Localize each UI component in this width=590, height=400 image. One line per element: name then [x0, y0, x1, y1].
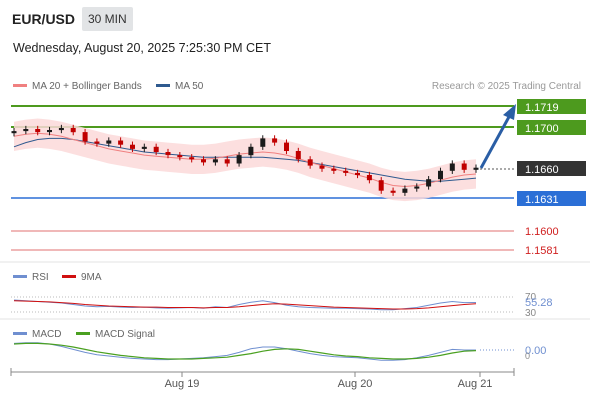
candle-body	[260, 138, 266, 147]
price-tag-support-label: 1.1631	[525, 194, 559, 206]
candle-body	[165, 152, 171, 156]
datetime-label: Wednesday, August 20, 2025 7:25:30 PM CE…	[13, 41, 272, 55]
projection-arrow	[479, 104, 516, 169]
legend-macd-signal: MACD Signal	[76, 329, 155, 340]
candle-body	[331, 168, 337, 171]
candle-body	[106, 140, 112, 144]
rsi-lower-tick: 30	[525, 308, 537, 319]
candle-body	[449, 163, 455, 171]
legend-rsi-ma-label: 9MA	[81, 272, 102, 283]
candle-body	[390, 190, 396, 193]
price-series	[11, 124, 479, 196]
legend-ma50: MA 50	[156, 81, 203, 92]
rsi-upper-tick: 70	[525, 292, 537, 303]
macd-swatch	[13, 331, 27, 335]
legend-rsi-label: RSI	[32, 272, 49, 283]
time-label-aug20: Aug 20	[338, 378, 373, 390]
price-tag-1: 1.1719	[517, 99, 586, 114]
candle-body	[58, 128, 64, 131]
candle-body	[402, 188, 408, 193]
candle-body	[212, 159, 218, 163]
price-tag-last: 1.1660	[517, 161, 586, 176]
legend-macd-label: MACD	[32, 329, 62, 340]
candle-body	[130, 144, 135, 149]
rsi-ma-line	[13, 300, 477, 310]
ma20-path	[13, 132, 477, 188]
rsi-swatch	[13, 274, 27, 278]
symbol-title: EUR/USD	[12, 11, 76, 27]
candle-body	[236, 155, 242, 164]
ma50-swatch	[156, 83, 170, 87]
candle-body	[426, 179, 432, 187]
candle-body	[461, 163, 467, 170]
legend-macd: MACD	[13, 329, 61, 340]
candle-body	[11, 131, 17, 134]
candle-body	[295, 151, 301, 160]
candle-body	[284, 142, 289, 151]
macd-line	[13, 342, 476, 361]
candle-body	[47, 130, 52, 133]
candle-body	[319, 165, 325, 169]
rsi-path	[13, 299, 477, 311]
legend-ma20: MA 20 + Bollinger Bands	[13, 81, 142, 92]
candle-body	[366, 175, 372, 181]
rsi-ma-swatch	[62, 274, 76, 278]
time-label-aug19: Aug 19	[165, 378, 200, 390]
candle-body	[189, 157, 195, 160]
price-tag-minor-1: 1.1600	[525, 226, 559, 238]
ma50-line	[13, 137, 477, 182]
legend-rsi-ma: 9MA	[62, 272, 102, 283]
candle-body	[118, 140, 124, 145]
legend-rsi: RSI	[13, 272, 49, 283]
time-label-aug21: Aug 21	[458, 378, 493, 390]
candle-body	[70, 128, 76, 133]
candle-body	[414, 186, 420, 189]
macd-signal-swatch	[76, 331, 90, 335]
research-credit: Research © 2025 Trading Central	[431, 81, 581, 92]
legend-ma20-label: MA 20 + Bollinger Bands	[32, 81, 142, 92]
macd-zero-tick: 0	[525, 351, 530, 361]
price-tag-1-label: 1.1719	[525, 102, 559, 114]
candle-body	[355, 172, 360, 175]
ma20-swatch	[13, 83, 27, 87]
candle-body	[82, 132, 88, 142]
bollinger-band-area	[14, 118, 476, 202]
candle-body	[224, 159, 230, 164]
ma20-line	[13, 132, 477, 188]
candle-body	[201, 159, 206, 163]
candle-body	[94, 141, 100, 144]
candle-body	[248, 146, 254, 156]
macd-value: 0.00	[525, 345, 546, 357]
chart-header: EUR/USD 30 MIN	[0, 0, 590, 38]
macd-signal-path	[13, 342, 477, 360]
candle-body	[473, 167, 479, 170]
price-tag-2-label: 1.1700	[525, 123, 559, 135]
price-tag-last-label: 1.1660	[525, 164, 559, 176]
candle-body	[378, 180, 384, 191]
bollinger-bands	[14, 118, 476, 202]
rsi-line	[13, 299, 477, 311]
candle-body	[141, 146, 147, 149]
price-tag-minor-2: 1.1581	[525, 245, 559, 257]
candle-body	[177, 155, 183, 158]
candle-body	[272, 138, 278, 143]
legend-ma50-label: MA 50	[175, 81, 204, 92]
candle-body	[438, 170, 443, 180]
macd-signal-line	[13, 342, 477, 360]
candle-body	[23, 129, 29, 132]
price-tag-2: 1.1700	[517, 120, 586, 135]
interval-badge[interactable]: 30 MIN	[82, 7, 133, 31]
rsi-value: 55.28	[525, 297, 553, 309]
macd-path	[13, 342, 476, 361]
candle-body	[307, 159, 313, 166]
ma50-path	[13, 137, 477, 182]
price-tag-support: 1.1631	[517, 191, 586, 206]
rsi-ma-path	[13, 300, 477, 310]
candle-body	[343, 170, 349, 173]
candle-body	[153, 146, 159, 152]
legend-macd-signal-label: MACD Signal	[95, 329, 156, 340]
candle-body	[35, 129, 41, 133]
